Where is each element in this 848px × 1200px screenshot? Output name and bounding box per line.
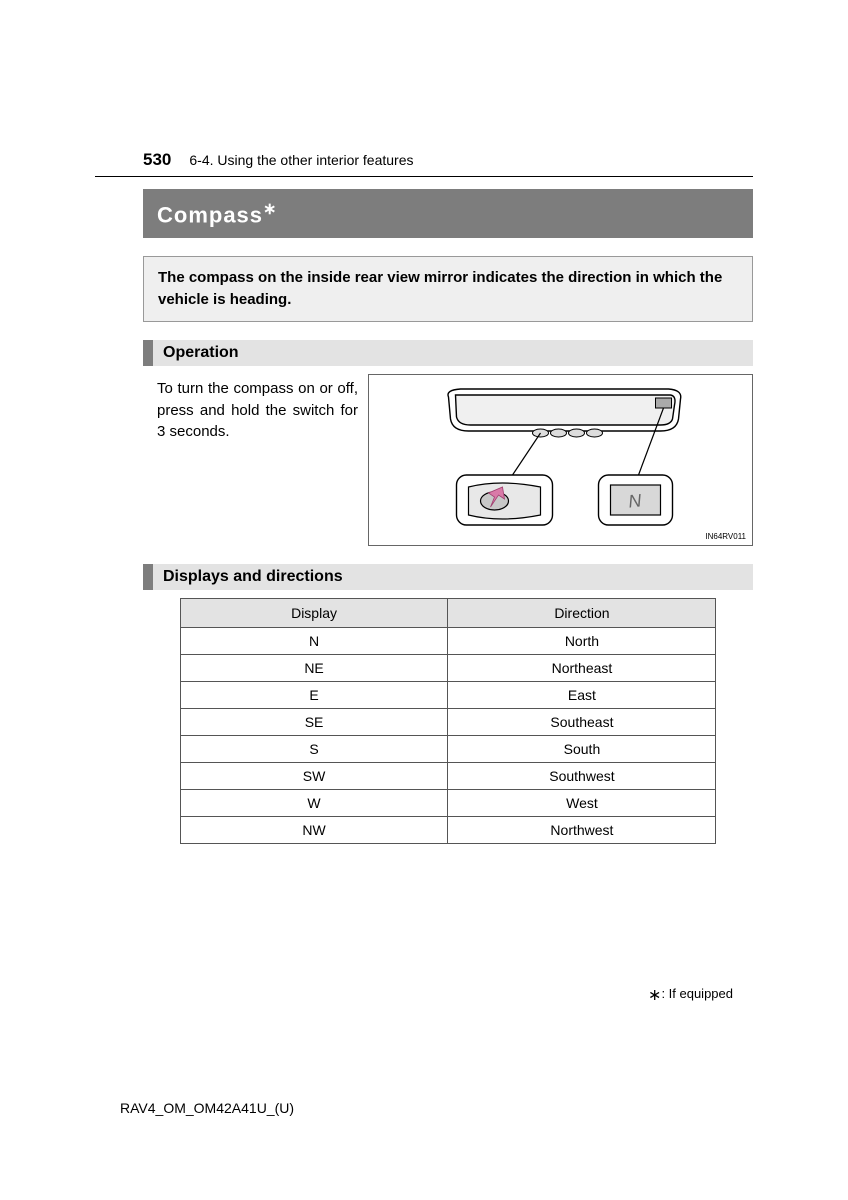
- table-row: SWSouthwest: [180, 762, 716, 789]
- operation-text: To turn the compass on or off, press and…: [143, 374, 358, 546]
- mirror-illustration: N: [369, 375, 752, 545]
- footnote-asterisk: ∗: [648, 987, 661, 1004]
- table-cell: West: [448, 789, 716, 816]
- footnote: ∗: If equipped: [648, 985, 733, 1005]
- section-title: Compass: [157, 202, 263, 227]
- table-cell: Northwest: [448, 816, 716, 843]
- section-title-bar: Compass∗: [143, 189, 753, 238]
- figure-code: IN64RV011: [705, 532, 746, 541]
- table-cell: S: [180, 735, 448, 762]
- page-header: 530 6-4. Using the other interior featur…: [95, 150, 753, 170]
- section-path: 6-4. Using the other interior features: [189, 152, 413, 168]
- table-cell: NE: [180, 654, 448, 681]
- table-row: NNorth: [180, 627, 716, 654]
- table-cell: W: [180, 789, 448, 816]
- table-cell: SE: [180, 708, 448, 735]
- table-row: NENortheast: [180, 654, 716, 681]
- table-cell: SW: [180, 762, 448, 789]
- subheading-operation: Operation: [143, 340, 753, 366]
- table-row: SSouth: [180, 735, 716, 762]
- table-cell: South: [448, 735, 716, 762]
- table-cell: N: [180, 627, 448, 654]
- table-header-row: Display Direction: [180, 598, 716, 627]
- subheading-displays: Displays and directions: [143, 564, 753, 590]
- header-divider: [95, 176, 753, 177]
- col-display: Display: [180, 598, 448, 627]
- operation-row: To turn the compass on or off, press and…: [143, 374, 753, 546]
- table-cell: Northeast: [448, 654, 716, 681]
- table-cell: East: [448, 681, 716, 708]
- document-code: RAV4_OM_OM42A41U_(U): [120, 1100, 294, 1116]
- table-row: EEast: [180, 681, 716, 708]
- table-cell: E: [180, 681, 448, 708]
- intro-box: The compass on the inside rear view mirr…: [143, 256, 753, 322]
- table-row: NWNorthwest: [180, 816, 716, 843]
- table-cell: NW: [180, 816, 448, 843]
- table-row: SESoutheast: [180, 708, 716, 735]
- page-number: 530: [143, 150, 171, 170]
- col-direction: Direction: [448, 598, 716, 627]
- table-row: WWest: [180, 789, 716, 816]
- directions-table: Display Direction NNorthNENortheastEEast…: [180, 598, 717, 844]
- title-asterisk: ∗: [263, 201, 277, 218]
- table-cell: Southeast: [448, 708, 716, 735]
- table-cell: Southwest: [448, 762, 716, 789]
- mirror-figure: N IN64RV011: [368, 374, 753, 546]
- table-cell: North: [448, 627, 716, 654]
- footnote-text: : If equipped: [661, 986, 733, 1001]
